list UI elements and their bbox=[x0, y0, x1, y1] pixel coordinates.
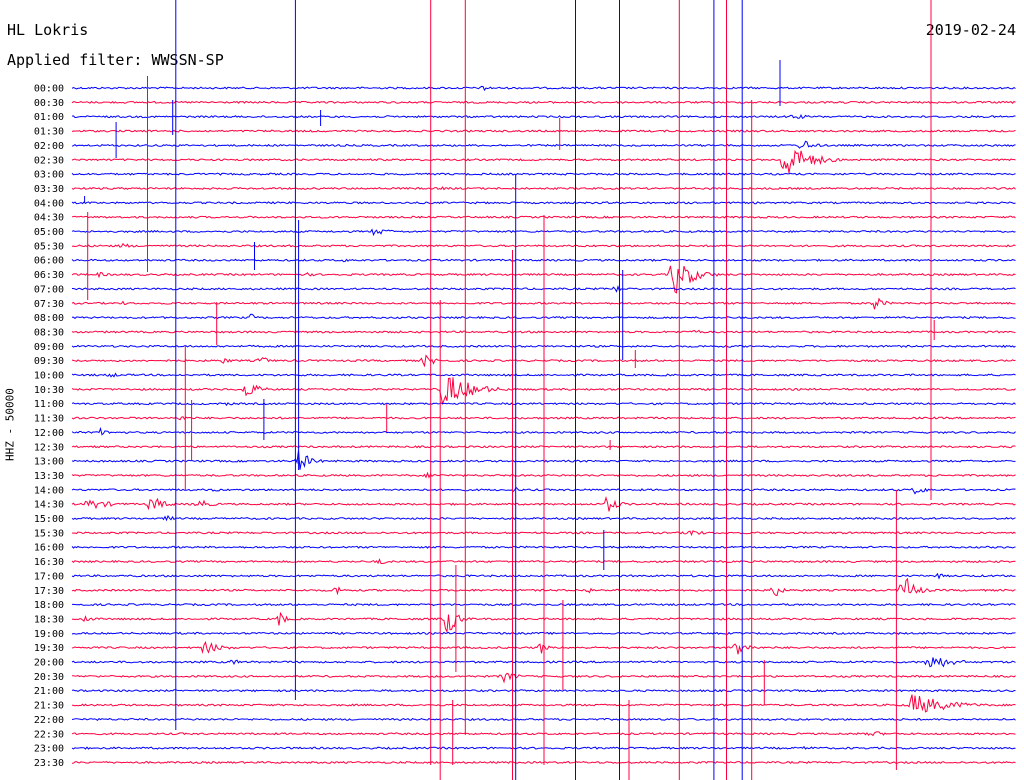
time-label-0330: 03:30 bbox=[34, 184, 64, 195]
trace-0130 bbox=[71, 129, 1016, 133]
time-label-0300: 03:00 bbox=[34, 170, 64, 181]
time-label-0030: 00:30 bbox=[34, 98, 64, 109]
time-label-1400: 14:00 bbox=[34, 485, 64, 496]
time-label-1230: 12:30 bbox=[34, 442, 64, 453]
time-label-1700: 17:00 bbox=[34, 571, 64, 582]
time-label-group: 00:00 00:30 01:00 01:30 02:00 02:30 03:00 03:30… bbox=[34, 84, 64, 769]
time-label-1800: 18:00 bbox=[34, 600, 64, 611]
time-label-2300: 23:00 bbox=[34, 744, 64, 755]
time-label-2230: 22:30 bbox=[34, 729, 64, 740]
time-label-0100: 01:00 bbox=[34, 112, 64, 123]
time-label-0500: 05:00 bbox=[34, 227, 64, 238]
trace-0100 bbox=[71, 113, 1016, 120]
time-label-1600: 16:00 bbox=[34, 543, 64, 554]
time-label-2330: 23:30 bbox=[34, 758, 64, 769]
station-title: HL Lokris bbox=[7, 21, 89, 39]
time-label-2030: 20:30 bbox=[34, 672, 64, 683]
spike-group bbox=[84, 0, 935, 780]
time-label-0830: 08:30 bbox=[34, 327, 64, 338]
trace-0000 bbox=[71, 85, 1016, 92]
time-label-0000: 00:00 bbox=[34, 84, 64, 95]
time-label-1630: 16:30 bbox=[34, 557, 64, 568]
time-label-1530: 15:30 bbox=[34, 528, 64, 539]
time-label-1200: 12:00 bbox=[34, 428, 64, 439]
trace-0200 bbox=[71, 140, 1016, 149]
trace-0230 bbox=[71, 149, 1016, 174]
date-label: 2019-02-24 bbox=[925, 21, 1016, 39]
time-label-1900: 19:00 bbox=[34, 629, 64, 640]
time-label-0200: 02:00 bbox=[34, 141, 64, 152]
time-label-0530: 05:30 bbox=[34, 241, 64, 252]
time-label-0600: 06:00 bbox=[34, 256, 64, 267]
time-label-2200: 22:00 bbox=[34, 715, 64, 726]
time-label-2000: 20:00 bbox=[34, 658, 64, 669]
time-label-0930: 09:30 bbox=[34, 356, 64, 367]
time-label-1930: 19:30 bbox=[34, 643, 64, 654]
time-label-0400: 04:00 bbox=[34, 198, 64, 209]
time-label-1830: 18:30 bbox=[34, 614, 64, 625]
trace-0330 bbox=[71, 186, 1016, 191]
time-label-2130: 21:30 bbox=[34, 701, 64, 712]
time-label-0900: 09:00 bbox=[34, 342, 64, 353]
time-label-0630: 06:30 bbox=[34, 270, 64, 281]
trace-0400 bbox=[71, 201, 1016, 205]
time-label-0800: 08:00 bbox=[34, 313, 64, 324]
time-label-1500: 15:00 bbox=[34, 514, 64, 525]
filter-label: Applied filter: WWSSN-SP bbox=[7, 51, 224, 69]
time-label-2100: 21:00 bbox=[34, 686, 64, 697]
time-label-1330: 13:30 bbox=[34, 471, 64, 482]
time-label-0700: 07:00 bbox=[34, 284, 64, 295]
time-label-1730: 17:30 bbox=[34, 586, 64, 597]
time-label-0730: 07:30 bbox=[34, 299, 64, 310]
time-label-1130: 11:30 bbox=[34, 414, 64, 425]
trace-0300 bbox=[71, 172, 1016, 176]
time-label-1430: 14:30 bbox=[34, 500, 64, 511]
time-label-0130: 01:30 bbox=[34, 127, 64, 138]
time-label-1030: 10:30 bbox=[34, 385, 64, 396]
time-label-1000: 10:00 bbox=[34, 371, 64, 382]
time-label-1300: 13:00 bbox=[34, 457, 64, 468]
trace-0030 bbox=[71, 100, 1016, 104]
time-label-0430: 04:30 bbox=[34, 213, 64, 224]
time-label-0230: 02:30 bbox=[34, 155, 64, 166]
time-label-1100: 11:00 bbox=[34, 399, 64, 410]
